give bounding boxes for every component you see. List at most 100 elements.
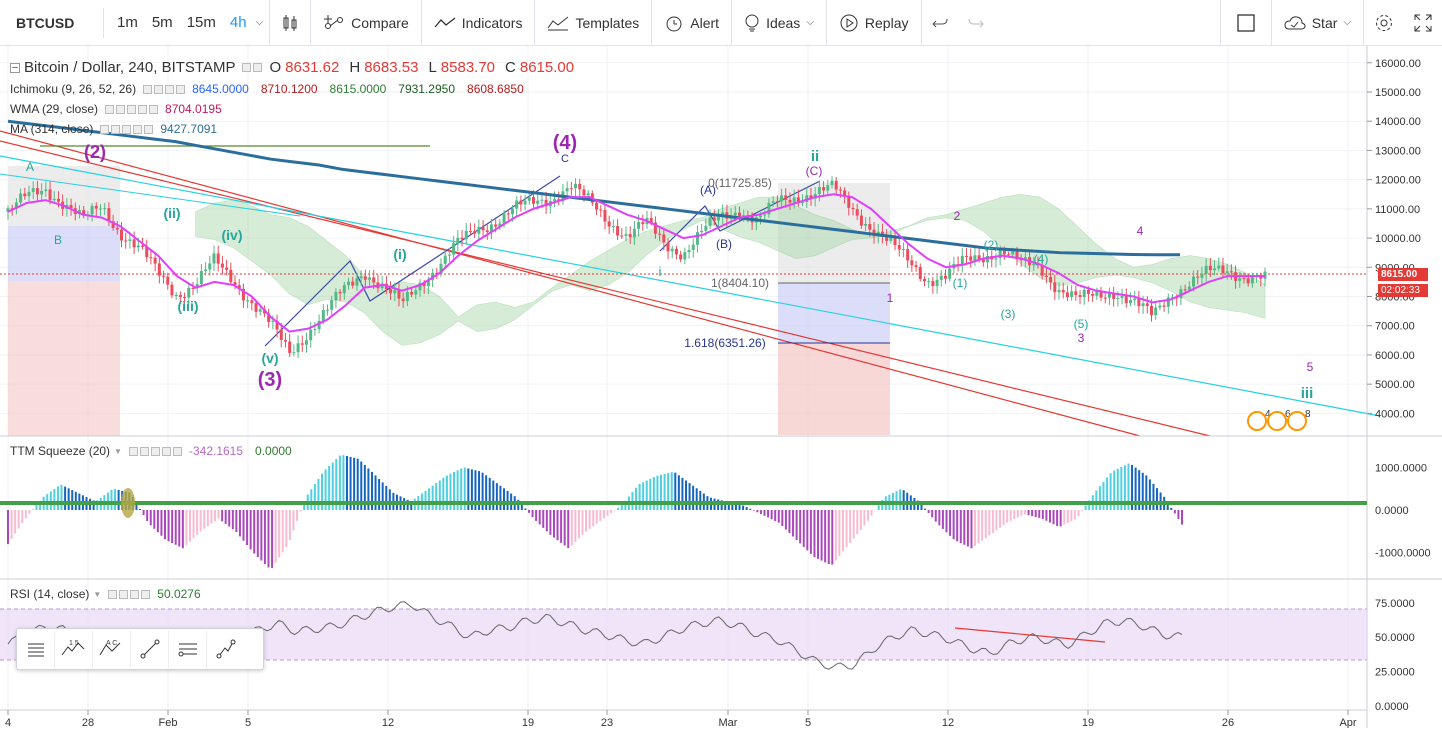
settings-button[interactable] — [1364, 0, 1404, 46]
chart-area[interactable]: (2) (3) (4) (i) (ii) (iii) (iv) (v) ii iii i (A) (B)… — [0, 46, 1442, 729]
symbol-search[interactable]: BTCUSD — [6, 7, 104, 38]
candle-body — [969, 256, 973, 261]
time-tick-label: 28 — [82, 717, 94, 728]
candle-body — [632, 228, 636, 238]
timeframe-1m[interactable]: 1m — [117, 14, 138, 31]
candle-body — [986, 256, 990, 263]
candle-body — [19, 193, 23, 203]
candle-body — [817, 187, 821, 195]
candle-body — [44, 189, 48, 191]
timeframe-5m[interactable]: 5m — [151, 14, 173, 31]
trendline-cyan-short — [0, 173, 301, 217]
expand-button[interactable] — [1404, 0, 1442, 46]
legend-actions[interactable] — [242, 63, 263, 72]
drag-handle[interactable] — [17, 630, 55, 668]
candle-body — [582, 189, 586, 196]
timeframe-15m[interactable]: 15m — [186, 14, 216, 31]
candle-body — [523, 200, 527, 205]
candle-body — [716, 216, 720, 221]
candle-body — [149, 257, 153, 259]
alert-button[interactable]: Alert — [652, 0, 733, 46]
wave-label: (4) — [553, 132, 577, 154]
chevron-down-icon[interactable]: ▼ — [93, 589, 102, 599]
chevron-down-icon[interactable]: ⌵ — [255, 17, 264, 28]
fib-tool[interactable] — [169, 630, 207, 668]
chevron-down-icon[interactable]: ▼ — [114, 446, 122, 456]
price-tick-label: 13000.00 — [1375, 145, 1421, 157]
chevron-down-icon: ⌵ — [806, 17, 814, 28]
candle-body — [1082, 289, 1086, 297]
close-label: C — [505, 59, 516, 76]
elliott-impulse-tool[interactable]: 1 5 — [55, 630, 93, 668]
svg-text:1 5: 1 5 — [69, 640, 79, 647]
candle-body — [309, 329, 313, 341]
path-tool[interactable] — [207, 630, 245, 668]
ichimoku-value-3: 8615.0000 — [329, 82, 387, 96]
elliott-correction-tool[interactable]: A C — [93, 630, 131, 668]
rsi-actions[interactable] — [108, 589, 151, 599]
candle-body — [82, 210, 86, 216]
pen-icon — [216, 639, 236, 659]
wave-label: (1) — [953, 276, 968, 290]
candle-body — [498, 223, 502, 227]
star-button[interactable]: Star ⌵ — [1272, 0, 1364, 46]
drawing-toolbar: 1 5 A C — [16, 628, 264, 670]
price-tick-label: 14000.00 — [1375, 116, 1421, 128]
undo-button[interactable] — [922, 0, 958, 46]
replay-button[interactable]: Replay — [827, 0, 922, 46]
candle-body — [1263, 271, 1267, 279]
ichimoku-value-4: 7931.2950 — [398, 82, 456, 96]
candle-body — [637, 222, 641, 229]
candle-body — [363, 276, 367, 280]
candle-body — [233, 282, 237, 286]
candle-body — [321, 310, 325, 321]
candle-body — [1162, 305, 1166, 307]
ideas-button[interactable]: Ideas ⌵ — [732, 0, 827, 46]
candle-body — [246, 300, 250, 302]
candle-body — [1040, 264, 1044, 276]
redo-button[interactable] — [958, 0, 994, 46]
candle-body — [40, 190, 44, 195]
wave-label: (3) — [258, 369, 282, 391]
time-axis[interactable]: 4 28 Feb 5 12 19 23 Mar 5 12 19 26 Apr — [5, 710, 1357, 729]
templates-button[interactable]: Templates — [535, 0, 653, 46]
candle-body — [1057, 289, 1061, 293]
candle-body — [868, 224, 872, 230]
time-tick-label: 19 — [1082, 717, 1094, 728]
ma-actions[interactable] — [100, 124, 154, 134]
candle-body — [1112, 293, 1116, 299]
star-label: Star — [1311, 14, 1338, 31]
collapse-icon[interactable]: – — [10, 62, 20, 73]
candle-body — [1200, 273, 1204, 278]
candle-body — [1137, 298, 1141, 307]
candle-style-button[interactable] — [270, 0, 312, 46]
compare-button[interactable]: Compare — [311, 0, 422, 46]
wave-label: (ii) — [163, 205, 180, 221]
candle-body — [1204, 265, 1208, 274]
timeframe-4h[interactable]: 4h — [229, 14, 247, 31]
fullscreen-box-button[interactable] — [1219, 0, 1272, 46]
price-axis[interactable]: 16000.00 15000.00 14000.00 13000.00 12000.00… — [1367, 58, 1431, 713]
candle-body — [1229, 271, 1233, 273]
candle-body — [1166, 297, 1170, 307]
event-badge-label: 6 — [1285, 409, 1291, 420]
candle-body — [1091, 294, 1095, 296]
candle-body — [586, 193, 590, 196]
indicators-button[interactable]: Indicators — [422, 0, 536, 46]
time-tick-label: 12 — [382, 717, 394, 728]
event-badge — [1247, 411, 1267, 431]
price-chart[interactable]: (2)(3)(4)(i)(ii)(iii)(iv)(v)iiiiii(A)(B)… — [0, 46, 1442, 729]
trendline-red-2 — [0, 140, 1211, 437]
trendline-tool[interactable] — [131, 630, 169, 668]
candle-body — [544, 199, 548, 207]
candle-body — [649, 218, 653, 223]
candle-body — [1099, 291, 1103, 298]
candle-body — [250, 300, 254, 304]
candle-body — [174, 294, 178, 296]
event-badge-label: 8 — [1305, 409, 1311, 420]
compare-label: Compare — [351, 14, 409, 31]
wma-actions[interactable] — [105, 104, 159, 114]
ttm-actions[interactable] — [128, 446, 182, 456]
candle-body — [784, 195, 788, 200]
ichimoku-actions[interactable] — [143, 84, 186, 94]
